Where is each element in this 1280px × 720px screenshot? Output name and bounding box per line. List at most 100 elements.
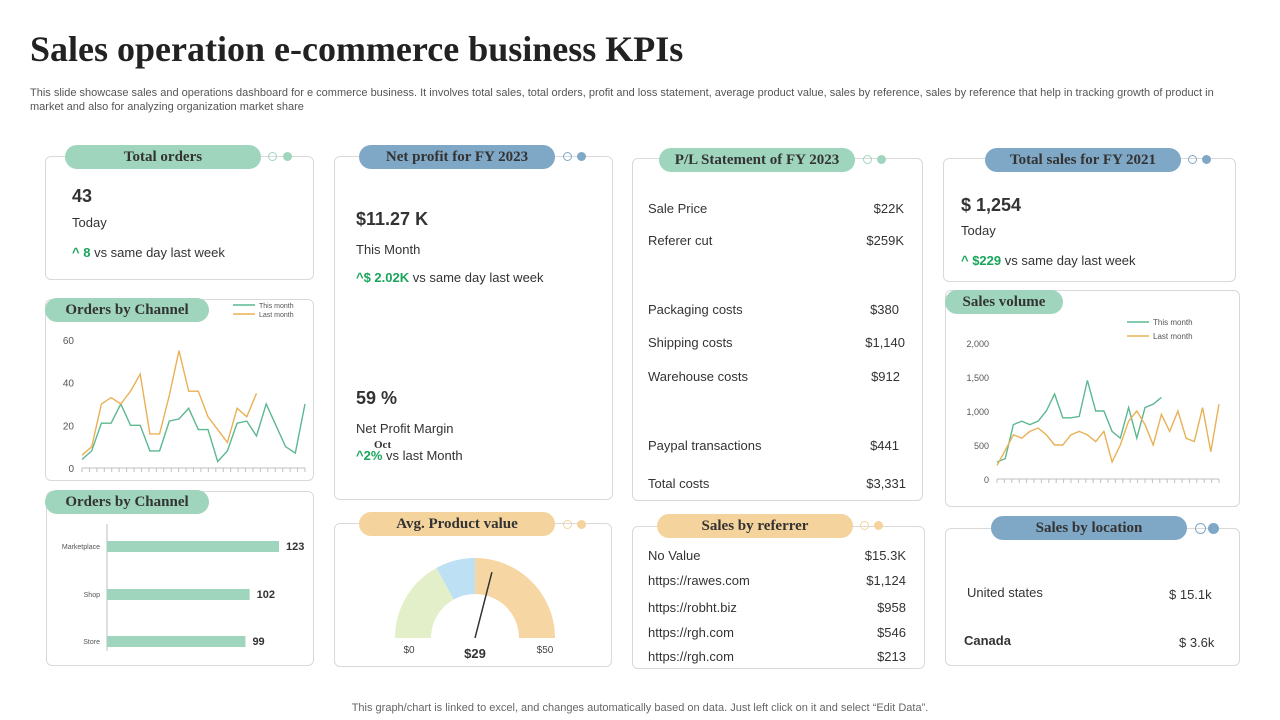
bar-value-label: 99 [252, 636, 264, 648]
total-sales-card [943, 158, 1236, 282]
filled-dot-icon [1202, 155, 1211, 164]
pl-row-value: $912 [871, 369, 900, 384]
ring-dot-icon [1195, 523, 1206, 534]
net-profit-card [334, 156, 613, 500]
referrer-row-label: https://rgh.com [648, 649, 734, 664]
ring-dot-icon [563, 152, 572, 161]
series-line-this-month [81, 402, 306, 463]
net-profit-delta-text: vs same day last week [412, 270, 544, 285]
net-profit-margin-delta: ^2% [356, 448, 383, 463]
gauge-segment [475, 558, 555, 638]
location-row-label: Canada [964, 633, 1011, 648]
bar-category-label: Marketplace [62, 544, 100, 551]
legend-label: Last month [1153, 332, 1193, 341]
pl-row-value: $3,331 [866, 476, 906, 491]
location-card [945, 528, 1240, 666]
footer-note: This graph/chart is linked to excel, and… [351, 702, 929, 714]
gauge-max-label: $50 [537, 645, 554, 656]
net-profit-delta-row: ^$ 2.02K vs same day last week [356, 270, 544, 285]
y-tick-label: 500 [974, 441, 989, 451]
total-orders-period: Today [72, 215, 107, 230]
bar [107, 589, 250, 600]
pl-pill: P/L Statement of FY 2023 [659, 148, 855, 172]
referrer-row-value: $1,124 [866, 573, 906, 588]
avg-product-card [334, 523, 612, 667]
pl-row-label: Paypal transactions [648, 438, 762, 453]
filled-dot-icon [283, 152, 292, 161]
pl-row-value: $380 [870, 302, 899, 317]
avg-product-gauge: $0 $50 $29 [395, 558, 555, 661]
net-profit-overlay: Oct [374, 439, 392, 451]
gauge-min-label: $0 [403, 645, 415, 656]
referrer-row-value: $15.3K [864, 548, 906, 563]
bar-value-label: 123 [286, 541, 304, 553]
bar-value-label: 102 [257, 589, 275, 601]
referrer-row-value: $546 [877, 625, 906, 640]
y-tick-label: 0 [984, 475, 989, 485]
total-sales-delta-text: vs same day last week [1004, 253, 1136, 268]
net-profit-margin-delta-text: vs last Month [386, 448, 463, 463]
net-profit-pill: Net profit for FY 2023 [359, 145, 555, 169]
y-tick-label: 2,000 [966, 339, 989, 349]
pl-row-value: $259K [866, 233, 904, 248]
location-row-value: $ 3.6k [1179, 635, 1215, 650]
bar-category-label: Store [83, 639, 100, 646]
filled-dot-icon [1208, 523, 1219, 534]
orders-bar-chart: Marketplace 123 Shop 102 Store 99 [62, 524, 304, 651]
filled-dot-icon [877, 155, 886, 164]
referrer-pill: Sales by referrer [657, 514, 853, 538]
pl-row-label: Total costs [648, 476, 710, 491]
total-sales-delta: ^ $229 [961, 253, 1002, 268]
y-tick-label: 20 [63, 421, 75, 432]
referrer-row-label: No Value [648, 548, 701, 563]
sales-volume-pill: Sales volume [945, 290, 1063, 314]
pl-row-label: Packaging costs [648, 302, 743, 317]
page-subtitle: This slide showcase sales and operations… [30, 87, 1214, 113]
gauge-segment [395, 567, 454, 638]
filled-dot-icon [577, 152, 586, 161]
referrer-row-value: $213 [877, 649, 906, 664]
y-tick-label: 60 [63, 336, 75, 347]
y-tick-label: 1,500 [966, 373, 989, 383]
legend-label: This month [259, 303, 294, 310]
total-orders-card [45, 156, 314, 280]
orders-line-card [45, 299, 314, 481]
page-title: Sales operation e-commerce business KPIs [30, 29, 684, 69]
referrer-row-label: https://rawes.com [648, 573, 750, 588]
location-row-value: $ 15.1k [1169, 587, 1212, 602]
pl-row-label: Referer cut [648, 233, 713, 248]
ring-dot-icon [563, 520, 572, 529]
bar [107, 541, 279, 552]
pl-row-label: Sale Price [648, 201, 708, 216]
net-profit-value: $11.27 K [356, 209, 429, 229]
total-sales-value: $ 1,254 [961, 195, 1022, 215]
gauge-value-label: $29 [464, 646, 486, 661]
y-tick-label: 40 [63, 379, 75, 390]
ring-dot-icon [860, 521, 869, 530]
ring-dot-icon [268, 152, 277, 161]
ring-dot-icon [863, 155, 872, 164]
gauge-needle [474, 571, 493, 639]
pl-row-label: Shipping costs [648, 335, 733, 350]
orders-line-pill: Orders by Channel [45, 298, 209, 322]
ring-dot-icon [1188, 155, 1197, 164]
location-pill: Sales by location [991, 516, 1187, 540]
filled-dot-icon [577, 520, 586, 529]
net-profit-margin-value: 59 % [356, 388, 398, 408]
legend-label: This month [1153, 318, 1193, 327]
referrer-row-value: $958 [877, 600, 906, 615]
referrer-row-label: https://robht.biz [648, 600, 737, 615]
total-orders-delta-text: vs same day last week [94, 245, 225, 260]
y-tick-label: 1,000 [966, 407, 989, 417]
net-profit-period: This Month [356, 242, 421, 257]
filled-dot-icon [874, 521, 883, 530]
total-orders-value: 43 [72, 186, 93, 206]
pl-row-value: $441 [870, 438, 899, 453]
total-sales-period: Today [961, 223, 996, 238]
series-line-last-month [81, 350, 258, 456]
pl-row-value: $1,140 [865, 335, 905, 350]
avg-product-pill: Avg. Product value [359, 512, 555, 536]
net-profit-margin-delta-row: ^2% vs last Month [356, 448, 463, 463]
total-sales-pill: Total sales for FY 2021 [985, 148, 1181, 172]
total-orders-delta: ^ 8 [72, 245, 91, 260]
